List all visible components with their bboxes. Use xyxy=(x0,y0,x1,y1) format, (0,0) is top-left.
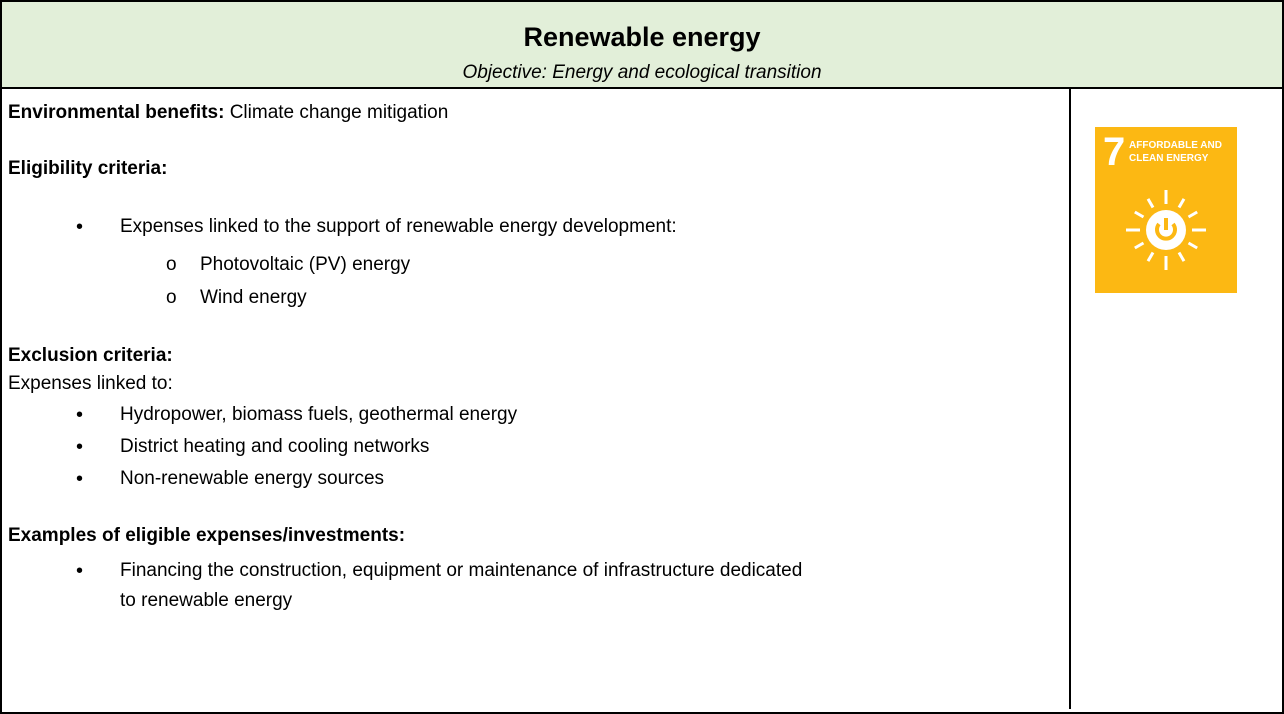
subtitle: Objective: Energy and ecological transit… xyxy=(462,62,822,83)
sub-bullet: Photovoltaic (PV) energy xyxy=(166,254,410,276)
icon-label: CLEAN ENERGY xyxy=(1129,153,1209,164)
sun-ray xyxy=(1177,251,1186,262)
sun-ray xyxy=(1134,210,1145,219)
bullet: Non-renewable energy sources xyxy=(76,468,384,491)
sun-ray xyxy=(1187,241,1198,250)
bullet: Expenses linked to the support of renewa… xyxy=(76,216,677,239)
intro: Expenses linked to: xyxy=(8,373,173,394)
label: Examples of eligible expenses/investment… xyxy=(8,525,406,546)
sdg-icon: 7 AFFORDABLE AND CLEAN ENERGY xyxy=(1095,127,1237,293)
env-benefits: Environmental benefits: Climate change m… xyxy=(8,102,448,124)
label: Eligibility criteria: xyxy=(8,158,168,179)
sub-bullet: Wind energy xyxy=(166,287,307,309)
sun-ray xyxy=(1177,198,1186,209)
bullet: Hydropower, biomass fuels, geothermal en… xyxy=(76,404,517,427)
icon-number: 7 xyxy=(1103,130,1125,174)
title: Renewable energy xyxy=(523,22,761,52)
sun-ray xyxy=(1187,210,1198,219)
column-divider xyxy=(1069,89,1071,709)
text: Climate change mitigation xyxy=(224,102,449,123)
sun-ray xyxy=(1146,251,1155,262)
sun xyxy=(1126,190,1206,270)
header-cell: Renewable energy Objective: Energy and e… xyxy=(2,2,1282,89)
label: Exclusion criteria: xyxy=(8,345,173,366)
label: Environmental benefits: xyxy=(8,102,225,123)
bullet: Financing the construction, equipment or… xyxy=(76,556,820,616)
icon-label: AFFORDABLE AND xyxy=(1129,140,1222,151)
sun-ray xyxy=(1146,198,1155,209)
sun-ray xyxy=(1134,241,1145,250)
bullet: District heating and cooling networks xyxy=(76,436,429,459)
